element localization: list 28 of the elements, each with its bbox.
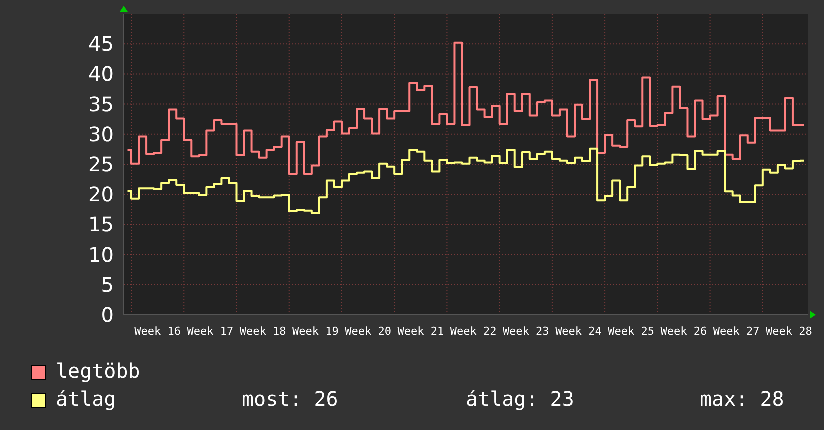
- x-tick-label: Week 28: [766, 325, 812, 338]
- x-tick-label: Week 26: [660, 325, 708, 338]
- x-tick-label: Week 22: [450, 325, 497, 338]
- y-tick-label: 20: [88, 182, 114, 207]
- y-tick-label: 10: [88, 242, 114, 267]
- x-tick-label: Week 25: [608, 325, 655, 338]
- y-tick-label: 30: [88, 122, 114, 146]
- x-tick-label: Week 20: [345, 325, 392, 338]
- legend-label: legtöbb: [56, 359, 140, 383]
- text: átlag: 23: [466, 387, 574, 411]
- x-tick-label: Week 27: [713, 325, 760, 338]
- y-tick-label: 45: [88, 32, 114, 56]
- text: most: 26: [242, 387, 338, 411]
- y-tick-label: 40: [88, 62, 114, 86]
- x-tick-label: Week 19: [292, 325, 339, 338]
- x-tick-label: Week 16: [134, 325, 182, 338]
- x-tick-label: Week 18: [240, 325, 286, 338]
- y-tick-label: 15: [88, 212, 114, 237]
- y-tick-label: 25: [88, 152, 114, 176]
- x-tick-label: Week 21: [398, 325, 444, 338]
- legend-label: átlag: [56, 387, 116, 411]
- y-tick-label: 35: [88, 92, 114, 116]
- x-tick-label: Week 23: [502, 325, 550, 338]
- text: max: 28: [700, 387, 784, 411]
- y-tick-label: 0: [101, 303, 114, 327]
- x-tick-label: Week 24: [556, 325, 602, 338]
- y-tick-label: 5: [101, 272, 114, 297]
- x-tick-label: Week 17: [187, 325, 234, 338]
